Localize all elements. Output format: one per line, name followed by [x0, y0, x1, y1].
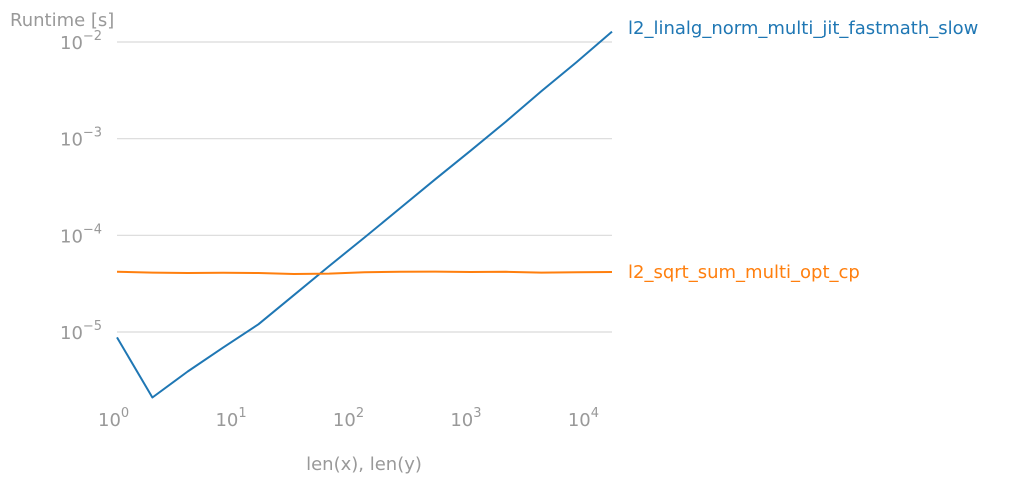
y-tick-label: 10−4 — [60, 222, 102, 247]
series-label-1: l2_sqrt_sum_multi_opt_cp — [628, 262, 860, 283]
series-lines — [116, 30, 613, 399]
x-tick-label: 103 — [450, 406, 481, 431]
series-line-1 — [116, 270, 613, 275]
x-tick-label: 100 — [98, 406, 129, 431]
x-axis-label: len(x), len(y) — [306, 454, 422, 475]
x-tick-labels: 100 101 102 103 104 — [98, 406, 599, 431]
y-tick-label: 10−5 — [60, 319, 102, 344]
y-axis-label: Runtime [s] — [10, 10, 114, 31]
series-label-0: l2_linalg_norm_multi_jit_fastmath_slow — [628, 18, 978, 39]
y-tick-label: 10−2 — [60, 29, 102, 54]
x-tick-label: 101 — [215, 406, 246, 431]
series-labels: l2_linalg_norm_multi_jit_fastmath_slow l2… — [628, 18, 978, 283]
y-tick-label: 10−3 — [60, 126, 102, 151]
y-tick-labels: 10−5 10−4 10−3 10−2 — [60, 29, 102, 344]
grid-lines — [117, 41, 612, 333]
x-tick-label: 102 — [333, 406, 364, 431]
x-tick-label: 104 — [568, 406, 599, 431]
series-line-0 — [116, 30, 613, 399]
